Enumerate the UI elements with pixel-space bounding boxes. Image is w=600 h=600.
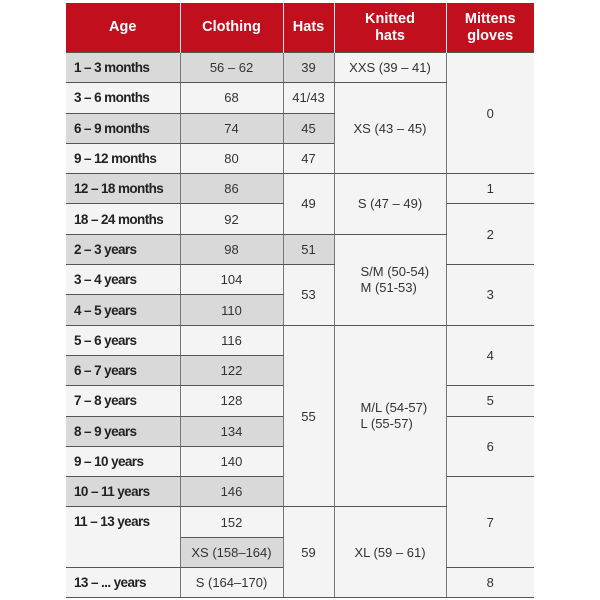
cell-age: 9 – 12 months: [66, 142, 181, 175]
table-row: 13 – ... years S (164–170) 8: [66, 567, 534, 599]
table-row: 4 – 5 years 110: [66, 294, 534, 326]
cell-age: 10 – 11 years: [66, 476, 181, 508]
cell-knitted: S/M (50-54) M (51-53): [333, 233, 446, 326]
cell-clothing: 140: [179, 445, 283, 478]
cell-hats: 53: [282, 264, 335, 326]
table-row: 1 – 3 months 56 – 62 39 XXS (39 – 41) 0: [66, 51, 534, 175]
cell-clothing: 92: [179, 203, 284, 235]
cell-mittens: 0: [445, 51, 534, 175]
cell-age: 5 – 6 years: [66, 324, 181, 356]
cell-age: 4 – 5 years: [66, 294, 181, 326]
header-knitted-hats: Knitted hats: [334, 3, 447, 53]
cell-clothing: 80: [179, 142, 284, 175]
table-row: 8 – 9 years 134 6: [66, 415, 534, 478]
cell-clothing: 134: [179, 415, 284, 447]
table-row: XS (158–164): [66, 536, 534, 569]
cell-mittens: 1: [445, 173, 534, 205]
header-row: Age Clothing Hats Knitted hats Mittens g…: [66, 3, 534, 53]
cell-age: 8 – 9 years: [66, 415, 181, 447]
table-row: 9 – 10 years 140: [66, 445, 534, 478]
table-row: 9 – 12 months 80 47: [66, 142, 534, 175]
cell-clothing: 74: [179, 112, 284, 144]
cell-mittens: 2: [445, 203, 534, 266]
cell-mittens: 3: [445, 264, 534, 326]
cell-hats: 41/43: [282, 82, 335, 114]
cell-hats: 45: [282, 112, 334, 144]
cell-knitted: XL (59 – 61): [333, 506, 446, 599]
header-hats: Hats: [283, 3, 335, 53]
table-row: 2 – 3 years 98 51 S/M (50-54) M (51-53): [66, 233, 534, 326]
cell-clothing: 122: [179, 354, 283, 387]
cell-hats: 47: [282, 142, 334, 175]
cell-age: 3 – 6 months: [66, 82, 181, 114]
cell-age: 6 – 9 months: [66, 112, 181, 144]
cell-clothing: 68: [179, 82, 284, 114]
cell-knitted: XS (43 – 45): [333, 82, 446, 175]
cell-hats: 39: [282, 51, 335, 84]
cell-age: 3 – 4 years: [66, 264, 181, 296]
cell-hats: 55: [282, 324, 335, 508]
header-mittens-gloves: Mittens gloves: [446, 3, 534, 53]
cell-age: 6 – 7 years: [66, 354, 181, 387]
cell-knitted: XXS (39 – 41): [333, 51, 447, 84]
cell-mittens: 5: [445, 385, 534, 417]
cell-age: 7 – 8 years: [66, 385, 181, 417]
table-row: 3 – 4 years 104 53 3: [66, 264, 534, 326]
header-age: Age: [66, 3, 181, 53]
cell-mittens: 6: [445, 415, 534, 478]
header-clothing: Clothing: [180, 3, 284, 53]
cell-age: 1 – 3 months: [66, 51, 181, 84]
table-row: 10 – 11 years 146 7: [66, 476, 534, 569]
cell-hats: 59: [282, 506, 335, 599]
cell-age: 11 – 13 years: [66, 506, 181, 569]
cell-clothing: S (164–170): [179, 567, 284, 599]
table-row: 7 – 8 years 128 5: [66, 385, 534, 417]
table-row: 18 – 24 months 92 2: [66, 203, 534, 266]
cell-mittens: 4: [445, 324, 534, 387]
cell-clothing: 104: [179, 264, 284, 296]
table-row: 6 – 7 years 122: [66, 354, 534, 387]
cell-clothing: 86: [179, 173, 284, 205]
cell-age: 18 – 24 months: [66, 203, 181, 235]
cell-age: 9 – 10 years: [66, 445, 181, 478]
cell-age: 13 – ... years: [66, 567, 181, 599]
table-body: 1 – 3 months 56 – 62 39 XXS (39 – 41) 0 3 – 6…: [66, 51, 534, 599]
table-row: 5 – 6 years 116 55 M/L (54-57) L (55-57) 4: [66, 324, 534, 508]
table-row: 11 – 13 years 152 59 XL (59 – 61): [66, 506, 534, 599]
cell-clothing: 152: [179, 506, 284, 538]
table-row: 12 – 18 months 86 49 S (47 – 49) 1: [66, 173, 534, 235]
cell-knitted: M/L (54-57) L (55-57): [333, 324, 447, 508]
cell-mittens: 8: [445, 567, 534, 599]
cell-hats: 51: [282, 233, 335, 266]
cell-clothing: 110: [179, 294, 283, 326]
cell-knitted: S (47 – 49): [333, 173, 447, 235]
cell-clothing: 98: [179, 233, 284, 266]
size-chart: Age Clothing Hats Knitted hats Mittens g…: [66, 3, 534, 599]
cell-hats: 49: [282, 173, 335, 235]
cell-age: 2 – 3 years: [66, 233, 181, 266]
table-row: 6 – 9 months 74 45: [66, 112, 534, 144]
cell-clothing: 56 – 62: [179, 51, 284, 84]
size-table: Age Clothing Hats Knitted hats Mittens g…: [66, 3, 534, 599]
cell-clothing: 128: [179, 385, 284, 417]
cell-clothing: 116: [179, 324, 284, 356]
cell-mittens: 7: [445, 476, 534, 569]
cell-clothing: 146: [179, 476, 284, 508]
cell-age: 12 – 18 months: [66, 173, 181, 205]
cell-clothing: XS (158–164): [180, 536, 283, 569]
